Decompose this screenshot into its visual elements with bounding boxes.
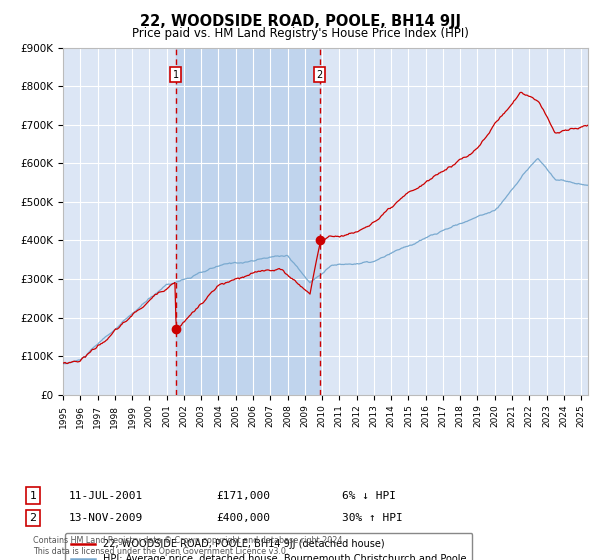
Text: Contains HM Land Registry data © Crown copyright and database right 2024.
This d: Contains HM Land Registry data © Crown c…: [33, 536, 345, 556]
Text: 1: 1: [29, 491, 37, 501]
Text: 22, WOODSIDE ROAD, POOLE, BH14 9JJ: 22, WOODSIDE ROAD, POOLE, BH14 9JJ: [139, 14, 461, 29]
Text: 13-NOV-2009: 13-NOV-2009: [69, 513, 143, 523]
Text: 2: 2: [29, 513, 37, 523]
Text: Price paid vs. HM Land Registry's House Price Index (HPI): Price paid vs. HM Land Registry's House …: [131, 27, 469, 40]
Text: 30% ↑ HPI: 30% ↑ HPI: [342, 513, 403, 523]
Text: 11-JUL-2001: 11-JUL-2001: [69, 491, 143, 501]
Bar: [176, 48, 320, 395]
Text: 1: 1: [173, 69, 179, 80]
Text: £171,000: £171,000: [216, 491, 270, 501]
Legend: 22, WOODSIDE ROAD, POOLE, BH14 9JJ (detached house), HPI: Average price, detache: 22, WOODSIDE ROAD, POOLE, BH14 9JJ (deta…: [65, 533, 472, 560]
Text: £400,000: £400,000: [216, 513, 270, 523]
Text: 2: 2: [317, 69, 323, 80]
Text: 6% ↓ HPI: 6% ↓ HPI: [342, 491, 396, 501]
